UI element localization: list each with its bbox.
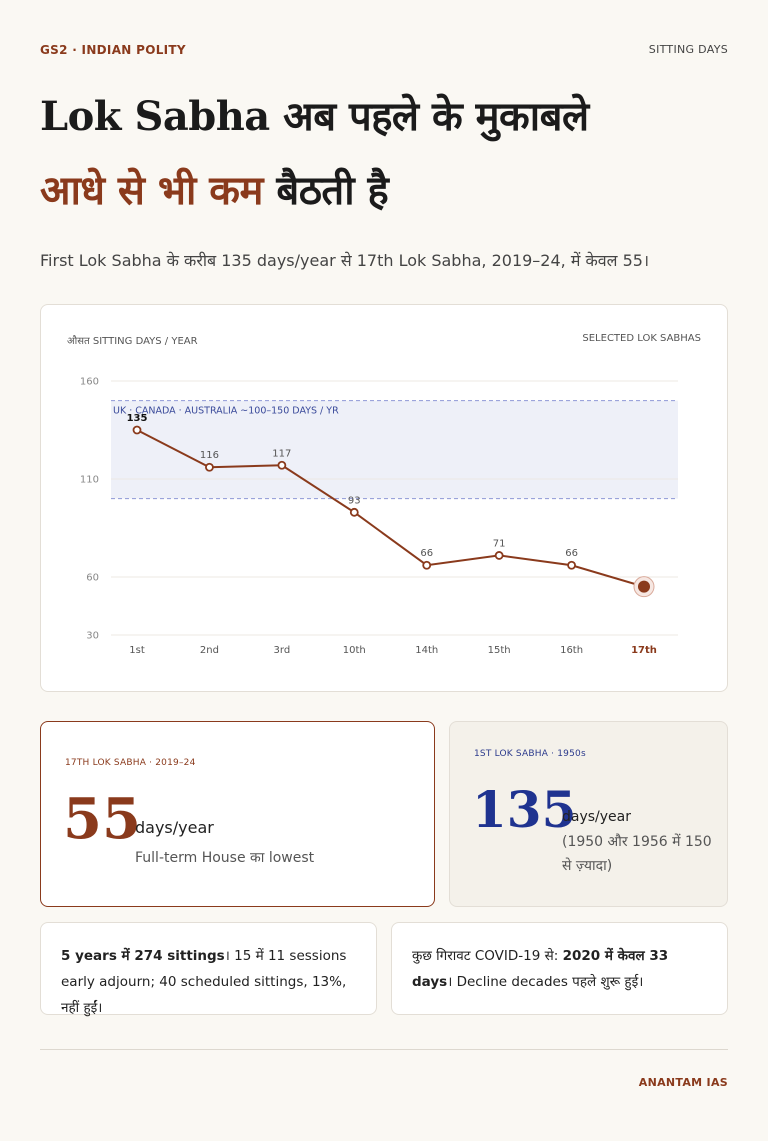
benchmark-band bbox=[111, 400, 678, 499]
data-point bbox=[277, 460, 287, 470]
note-card-sittings: 5 years में 274 sittings। 15 में 11 sess… bbox=[40, 922, 377, 1016]
x-tick-label: 15th bbox=[488, 645, 511, 656]
stat-caption: (1950 और 1956 में 150 से ज़्यादा) bbox=[562, 834, 712, 874]
data-label: 66 bbox=[565, 548, 578, 559]
data-point bbox=[349, 507, 359, 517]
stat-value: 55 bbox=[63, 786, 141, 852]
note-emphasis: 2020 में केवल 33 days bbox=[412, 948, 669, 990]
title-line-2-rest: बैठती है bbox=[262, 167, 389, 214]
x-tick-label: 10th bbox=[343, 645, 366, 656]
data-label: 71 bbox=[493, 538, 506, 549]
note-text: । Decline decades पहले शुरू हुई। bbox=[447, 974, 644, 990]
section-kicker: GS2 · INDIAN POLITY bbox=[40, 43, 186, 57]
x-tick-label: 17th bbox=[631, 645, 657, 656]
data-point bbox=[567, 560, 576, 570]
chart-scope-label: SELECTED LOK SABHAS bbox=[582, 333, 701, 344]
stat-card-1st: 1ST LOK SABHA · 1950s 135 days/year (195… bbox=[449, 721, 728, 907]
title-line-1: Lok Sabha अब पहले के मुकाबले bbox=[40, 93, 589, 140]
stat-label: 17TH LOK SABHA · 2019–24 bbox=[65, 758, 196, 768]
band-label: UK · CANADA · AUSTRALIA ~100–150 DAYS / … bbox=[113, 406, 339, 417]
stat-unit: days/year bbox=[135, 818, 214, 837]
data-point bbox=[422, 560, 432, 570]
footer-divider bbox=[40, 1049, 728, 1050]
data-point bbox=[494, 551, 504, 560]
series-line bbox=[136, 429, 645, 588]
stat-label: 1ST LOK SABHA · 1950s bbox=[474, 749, 586, 759]
x-tick-label: 3rd bbox=[274, 645, 291, 656]
x-tick-label: 14th bbox=[415, 645, 438, 656]
data-label: 117 bbox=[272, 448, 291, 459]
chart-y-label: औसत SITTING DAYS / YEAR bbox=[67, 336, 198, 347]
data-point bbox=[205, 462, 214, 472]
data-label: 66 bbox=[420, 548, 433, 559]
data-label: 116 bbox=[200, 450, 219, 461]
data-point bbox=[132, 425, 142, 435]
page-title: Lok Sabha अब पहले के मुकाबले आधे से भी क… bbox=[40, 80, 740, 228]
stat-card-17th: 17TH LOK SABHA · 2019–24 55 days/year Fu… bbox=[40, 721, 435, 907]
stat-value: 135 bbox=[472, 780, 577, 839]
top-bar: GS2 · INDIAN POLITY SITTING DAYS bbox=[40, 43, 728, 59]
x-tick-label: 2nd bbox=[200, 645, 219, 656]
y-tick-label: 160 bbox=[80, 377, 99, 388]
footer-brand: ANANTAM IAS bbox=[638, 1076, 728, 1089]
x-tick-label: 16th bbox=[560, 645, 583, 656]
sitting-days-line-chart: UK · CANADA · AUSTRALIA ~100–150 DAYS / … bbox=[80, 377, 678, 656]
topic-tag: SITTING DAYS bbox=[648, 43, 728, 56]
stat-unit: days/year bbox=[562, 809, 631, 825]
y-tick-label: 110 bbox=[80, 475, 99, 486]
subtitle-deck: First Lok Sabha के करीब 135 days/year से… bbox=[40, 251, 650, 270]
note-text: । 15 में 11 sessions early adjourn; 40 s… bbox=[61, 948, 347, 1016]
x-tick-label: 1st bbox=[129, 645, 145, 656]
y-tick-label: 60 bbox=[86, 573, 99, 584]
data-label: 93 bbox=[348, 495, 361, 506]
chart-card: औसत SITTING DAYS / YEAR SELECTED LOK SAB… bbox=[40, 304, 728, 692]
title-accent: आधे से भी कम bbox=[40, 167, 263, 214]
stat-caption: Full-term House का lowest bbox=[135, 850, 315, 866]
note-card-covid: कुछ गिरावट COVID-19 से: 2020 में केवल 33… bbox=[391, 922, 728, 1015]
data-point-highlight bbox=[638, 580, 650, 593]
note-text-lead: कुछ गिरावट COVID-19 से: bbox=[412, 948, 563, 964]
note-emphasis: 5 years में 274 sittings bbox=[61, 948, 225, 964]
data-label: 135 bbox=[127, 413, 148, 424]
y-tick-label: 30 bbox=[86, 631, 99, 642]
